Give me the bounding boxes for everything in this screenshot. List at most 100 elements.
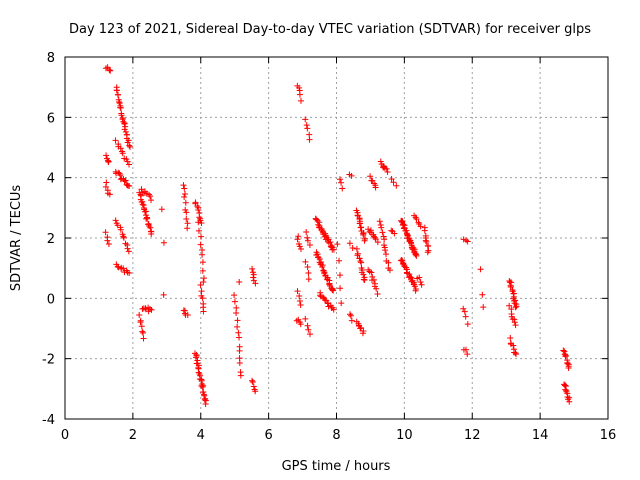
data-point-marker <box>379 229 386 236</box>
data-point-marker <box>367 173 374 180</box>
data-point-marker <box>425 247 432 254</box>
data-point-marker <box>353 245 360 252</box>
data-point-marker <box>417 279 424 286</box>
data-point-marker <box>336 257 343 264</box>
data-point-marker <box>390 179 397 186</box>
data-point-marker <box>122 128 129 135</box>
data-point-marker <box>136 311 143 318</box>
data-point-marker <box>326 281 333 288</box>
data-point-marker <box>183 209 190 216</box>
data-point-marker <box>122 177 129 184</box>
data-point-marker <box>347 311 354 318</box>
data-point-marker <box>338 179 345 186</box>
data-point-marker <box>116 99 123 106</box>
data-point-marker <box>424 249 431 256</box>
data-point-marker <box>408 239 415 246</box>
data-point-marker <box>249 377 256 384</box>
data-point-marker <box>102 183 109 190</box>
data-point-marker <box>105 241 112 248</box>
data-point-marker <box>513 303 520 310</box>
data-point-marker <box>197 241 204 248</box>
data-point-marker <box>565 364 572 371</box>
data-point-marker <box>124 158 131 165</box>
data-point-marker <box>386 267 393 274</box>
x-tick-label: 0 <box>61 428 69 443</box>
data-point-marker <box>338 300 345 307</box>
data-point-marker <box>231 298 238 305</box>
data-point-marker <box>233 309 240 316</box>
chart-title: Day 123 of 2021, Sidereal Day-to-day VTE… <box>69 22 591 37</box>
data-point-marker <box>373 285 380 292</box>
data-point-marker <box>464 321 471 328</box>
data-point-marker <box>357 220 364 227</box>
data-point-marker <box>196 214 203 221</box>
data-point-marker <box>507 334 514 341</box>
data-point-marker <box>236 360 243 367</box>
data-point-marker <box>383 165 390 172</box>
data-point-marker <box>199 267 206 274</box>
data-point-marker <box>479 291 486 298</box>
data-point-marker <box>297 246 304 253</box>
data-point-marker <box>202 400 209 407</box>
data-point-marker <box>148 306 155 313</box>
data-point-marker <box>124 139 131 146</box>
x-tick-label: 6 <box>264 428 272 443</box>
x-tick-label: 10 <box>396 428 413 443</box>
data-point-marker <box>252 388 259 395</box>
data-point-marker <box>121 120 128 127</box>
data-point-marker <box>329 286 336 293</box>
data-point-marker <box>337 285 344 292</box>
data-point-marker <box>480 304 487 311</box>
data-point-marker <box>148 230 155 237</box>
data-point-marker <box>126 142 133 149</box>
data-point-marker <box>566 398 573 405</box>
data-point-marker <box>370 276 377 283</box>
data-point-marker <box>236 334 243 341</box>
data-point-marker <box>513 351 520 358</box>
data-point-marker <box>104 237 111 244</box>
data-point-marker <box>302 116 309 123</box>
data-point-marker <box>250 383 257 390</box>
data-point-marker <box>512 297 519 304</box>
data-point-marker <box>144 215 151 222</box>
data-point-marker <box>512 322 519 329</box>
data-point-marker <box>510 342 517 349</box>
data-point-marker <box>358 259 365 266</box>
data-point-marker <box>293 317 300 324</box>
data-point-marker <box>297 321 304 328</box>
data-point-marker <box>181 194 188 201</box>
data-point-marker <box>383 251 390 258</box>
data-point-marker <box>423 238 430 245</box>
data-point-marker <box>377 158 384 165</box>
data-point-marker <box>368 269 375 276</box>
data-point-marker <box>372 236 379 243</box>
y-axis-label: SDTVAR / TECUs <box>9 185 24 292</box>
data-point-marker <box>199 295 206 302</box>
data-point-marker <box>117 171 124 178</box>
data-point-marker <box>235 329 242 336</box>
data-point-marker <box>119 150 126 157</box>
data-point-marker <box>374 291 381 298</box>
data-point-marker <box>361 237 368 244</box>
data-point-marker <box>198 220 205 227</box>
data-point-marker <box>112 217 119 224</box>
data-point-marker <box>356 255 363 262</box>
data-point-marker <box>336 176 343 183</box>
data-point-marker <box>193 354 200 361</box>
data-point-marker <box>388 227 395 234</box>
data-point-marker <box>126 161 133 168</box>
data-point-marker <box>120 265 127 272</box>
data-point-marker <box>195 219 202 226</box>
y-tick-label: 6 <box>47 111 55 126</box>
data-point-marker <box>391 230 398 237</box>
data-point-marker <box>199 259 206 266</box>
data-point-marker <box>120 234 127 241</box>
data-point-marker <box>313 216 320 223</box>
data-point-marker <box>323 297 330 304</box>
y-axis-ticks: -4 -2 0 2 4 6 8 <box>42 51 608 428</box>
data-point-marker <box>361 276 368 283</box>
data-point-marker <box>200 275 207 282</box>
data-point-marker <box>140 329 147 336</box>
data-point-marker <box>359 330 366 337</box>
data-point-marker <box>381 236 388 243</box>
